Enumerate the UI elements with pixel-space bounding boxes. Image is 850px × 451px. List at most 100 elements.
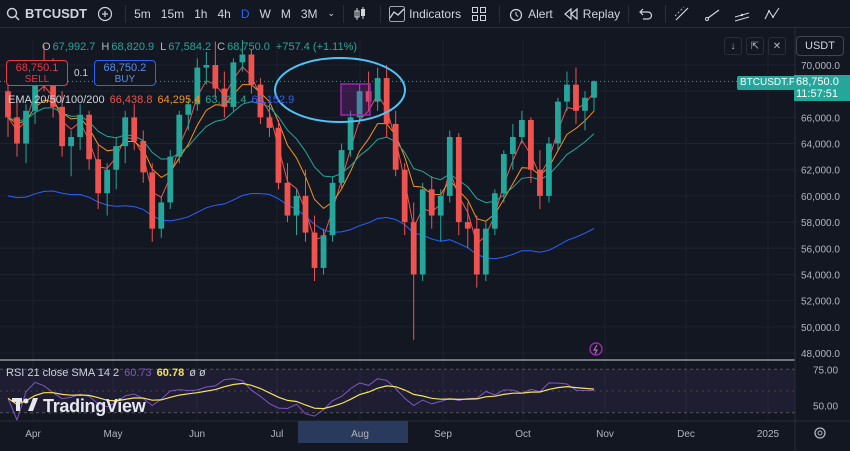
chart-canvas[interactable]: 70,000.068,000.066,000.064,000.062,000.0… (0, 28, 850, 451)
undo-icon (637, 6, 653, 22)
replay-label: Replay (582, 6, 621, 21)
candle-body (383, 78, 390, 124)
replay-icon (563, 6, 579, 22)
candle-body (347, 117, 354, 151)
interval-15m[interactable]: 15m (160, 6, 185, 21)
interval-4h[interactable]: 4h (217, 6, 231, 21)
candle-body (311, 232, 318, 268)
candles-icon (352, 6, 368, 22)
drawing-tool-3[interactable] (729, 0, 759, 28)
drawing-tool-1[interactable] (669, 0, 699, 28)
rsi-sma-line (7, 382, 595, 410)
replay-button[interactable]: Replay (558, 0, 625, 28)
abc-pattern-icon (764, 6, 780, 22)
sell-button[interactable]: 68,750.1 SELL (6, 60, 68, 86)
open-label: O (42, 41, 51, 53)
candle-body (573, 84, 579, 111)
rsi-legend[interactable]: RSI 21 close SMA 14 2 60.73 60.78 ø ø (6, 367, 206, 379)
candle-body (248, 54, 255, 85)
buy-price: 68,750.2 (103, 62, 147, 74)
rsi-line (7, 378, 595, 422)
close-icon: ✕ (772, 40, 782, 52)
candle-body (518, 119, 525, 137)
candle-body (591, 81, 597, 98)
interval-m[interactable]: M (280, 6, 291, 21)
candle-body (473, 228, 480, 275)
alert-button[interactable]: Alert (503, 0, 558, 28)
highlight-rectangle (340, 83, 371, 116)
candle-body (140, 140, 147, 173)
candle-body (419, 189, 426, 275)
indicators-button[interactable]: Indicators (384, 0, 466, 28)
candle-body (284, 182, 291, 216)
alert-label: Alert (528, 6, 553, 21)
candle-body (293, 195, 300, 216)
ema-label: EMA 20/50/100/200 (8, 94, 105, 106)
close-pane-button[interactable]: ✕ (768, 37, 786, 55)
candle-body (185, 104, 192, 115)
interval-1h[interactable]: 1h (194, 6, 208, 21)
candle-body (428, 189, 435, 216)
time-axis[interactable]: Apr May Jun Jul Aug Sep Oct Nov Dec 2025 (0, 420, 850, 443)
candle-body (113, 146, 120, 170)
interval-5m[interactable]: 5m (134, 6, 151, 21)
close-label: C (217, 41, 226, 53)
interval-w[interactable]: W (259, 6, 271, 21)
compare-button[interactable] (92, 0, 122, 28)
maximize-button[interactable]: ⇱ (746, 37, 764, 55)
interval-d[interactable]: D (240, 6, 250, 21)
candle-body (221, 88, 228, 107)
price-tick-label: 50,000.0 (801, 323, 840, 334)
trade-buttons: 68,750.1 SELL 0.1 68,750.2 BUY (6, 60, 156, 86)
chart-type-button[interactable] (347, 0, 377, 28)
ema200-value: 61,152.9 (251, 94, 295, 106)
undo-button[interactable] (632, 0, 662, 28)
ema200-line (7, 190, 595, 260)
top-toolbar: BTCUSDT 5m 15m 1h 4h D W M 3M ⌄ Indicators Aler… (0, 0, 850, 28)
grid-icon (471, 6, 487, 22)
candle-body (239, 54, 246, 63)
candle-body (537, 169, 543, 196)
candle-body (86, 114, 93, 160)
drawing-tool-2[interactable] (699, 0, 729, 28)
candle-body (32, 67, 38, 111)
candle-body (564, 84, 570, 102)
candle-body (500, 154, 507, 194)
rsi-label: RSI 21 close SMA 14 2 (6, 367, 120, 379)
gear-icon[interactable] (814, 427, 826, 439)
candle-body (320, 235, 327, 268)
price-tick-label: 60,000.0 (801, 192, 840, 203)
chart-area[interactable]: 70,000.068,000.066,000.064,000.062,000.0… (0, 28, 850, 451)
last-price: 68,750.0 (796, 76, 839, 88)
price-tick-label: 62,000.0 (801, 166, 840, 177)
candle-body (509, 137, 516, 155)
layouts-button[interactable] (466, 0, 496, 28)
interval-dropdown[interactable]: ⌄ (323, 0, 341, 28)
buy-label: BUY (114, 74, 136, 85)
candle-body (167, 156, 174, 203)
lightning-icon (589, 342, 603, 356)
divider (380, 4, 382, 23)
low-value: 67,584.2 (168, 41, 212, 53)
currency-select[interactable]: USDT (796, 36, 844, 56)
candle-body (528, 119, 534, 170)
search-icon (5, 6, 21, 22)
symbol-search[interactable]: BTCUSDT (0, 0, 92, 28)
high-label: H (101, 41, 110, 53)
rsi-extra: ø ø (189, 367, 206, 379)
candle-body (302, 195, 309, 233)
buy-button[interactable]: 68,750.2 BUY (93, 60, 156, 86)
time-tick-label: Dec (677, 429, 695, 440)
ema-legend[interactable]: EMA 20/50/100/200 66,438.8 64,295.4 63,1… (8, 94, 294, 106)
candle-body (104, 169, 111, 194)
interval-3m[interactable]: 3M (300, 6, 318, 21)
channel-icon (734, 6, 750, 22)
bar-countdown: 11:57:51 (796, 88, 839, 100)
scroll-down-button[interactable]: ↓ (724, 37, 742, 55)
candle-body (356, 91, 363, 118)
currency-label: USDT (805, 40, 835, 52)
interval-group: 5m 15m 1h 4h D W M 3M (129, 0, 322, 28)
drawing-tool-4[interactable] (759, 0, 789, 28)
chevron-down-icon: ⌄ (327, 8, 336, 18)
candle-body (482, 228, 489, 275)
